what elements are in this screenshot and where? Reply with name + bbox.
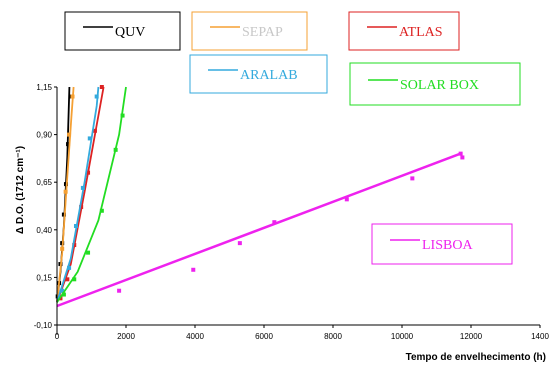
legend-item-sepap: SEPAP — [191, 11, 308, 51]
legend: QUV SEPAP ATLAS ARALAB SOLAR BOX LISBOA — [64, 11, 521, 265]
data-point-aralab — [80, 185, 85, 190]
x-tick-label: 10000 — [391, 332, 414, 341]
data-point-sepap — [67, 132, 72, 137]
series-line-sepap — [56, 86, 75, 303]
legend-box — [371, 223, 513, 265]
legend-box — [64, 11, 181, 51]
series-line-aralab — [56, 86, 100, 303]
x-tick-label: 6000 — [255, 332, 273, 341]
data-point-lisboa — [117, 288, 122, 293]
legend-label: QUV — [115, 25, 145, 40]
legend-label: SOLAR BOX — [400, 78, 479, 93]
data-point-solar-box — [86, 250, 91, 255]
series-line-lisboa — [56, 152, 462, 308]
data-point-sepap — [70, 94, 75, 99]
data-point-atlas — [65, 277, 70, 282]
x-axis-title: Tempo de envelhecimento (h) — [406, 352, 546, 363]
data-point-atlas — [86, 170, 91, 175]
x-tick-label: 12000 — [460, 332, 483, 341]
legend-item-aralab: ARALAB — [189, 54, 328, 94]
axes — [56, 87, 540, 335]
legend-item-quv: QUV — [64, 11, 181, 51]
legend-box — [191, 11, 308, 51]
y-axis-title: Δ D.O. (1712 cm⁻¹) — [15, 146, 26, 234]
x-tick-label: 8000 — [324, 332, 342, 341]
ticks: -0,10 0,15 0,40 0,65 0,90 1,15 0 2000 4000 6000 80… — [34, 83, 549, 341]
x-tick-label: 2000 — [117, 332, 135, 341]
data-point-atlas — [99, 85, 104, 89]
data-point-atlas — [72, 243, 77, 248]
y-tick-label: 0,65 — [36, 178, 52, 187]
series-line-solar-box — [56, 86, 127, 303]
series-line-atlas — [56, 86, 105, 303]
data-point-lisboa — [237, 241, 242, 246]
y-tick-label: 0,90 — [36, 131, 52, 140]
plot-area — [55, 85, 465, 308]
legend-label: SEPAP — [242, 25, 283, 40]
data-point-aralab — [60, 288, 65, 293]
data-point-sepap — [60, 246, 65, 251]
data-point-aralab — [94, 94, 99, 99]
legend-label: ARALAB — [240, 68, 298, 83]
data-point-atlas — [79, 204, 84, 209]
data-point-lisboa — [344, 197, 349, 202]
data-point-lisboa — [460, 155, 465, 160]
data-point-solar-box — [113, 147, 118, 152]
data-point-solar-box — [99, 208, 104, 213]
data-point-aralab — [87, 136, 92, 141]
legend-box — [348, 11, 460, 51]
x-tick-label: 0 — [55, 332, 60, 341]
data-point-lisboa — [410, 176, 415, 181]
data-point-quv — [66, 142, 71, 147]
data-point-solar-box — [120, 113, 125, 118]
legend-item-solar-box: SOLAR BOX — [349, 62, 521, 106]
legend-box — [349, 62, 521, 106]
legend-box — [189, 54, 328, 94]
data-point-lisboa — [458, 151, 463, 156]
y-tick-label: -0,10 — [34, 321, 53, 330]
data-point-solar-box — [61, 292, 66, 297]
y-tick-label: 0,40 — [36, 226, 52, 235]
data-point-sepap — [63, 189, 68, 194]
x-tick-label: 4000 — [186, 332, 204, 341]
data-point-aralab — [73, 223, 78, 228]
data-point-solar-box — [72, 277, 77, 282]
legend-label: LISBOA — [422, 238, 473, 253]
x-tick-label: 1400 — [531, 332, 549, 341]
data-point-atlas — [92, 128, 97, 133]
data-point-aralab — [67, 265, 72, 270]
legend-item-atlas: ATLAS — [348, 11, 460, 51]
data-point-lisboa — [272, 220, 277, 225]
legend-label: ATLAS — [399, 25, 443, 40]
y-tick-label: 0,15 — [36, 273, 52, 282]
legend-item-lisboa: LISBOA — [371, 223, 513, 265]
y-tick-label: 1,15 — [36, 83, 52, 92]
data-point-lisboa — [191, 267, 196, 272]
